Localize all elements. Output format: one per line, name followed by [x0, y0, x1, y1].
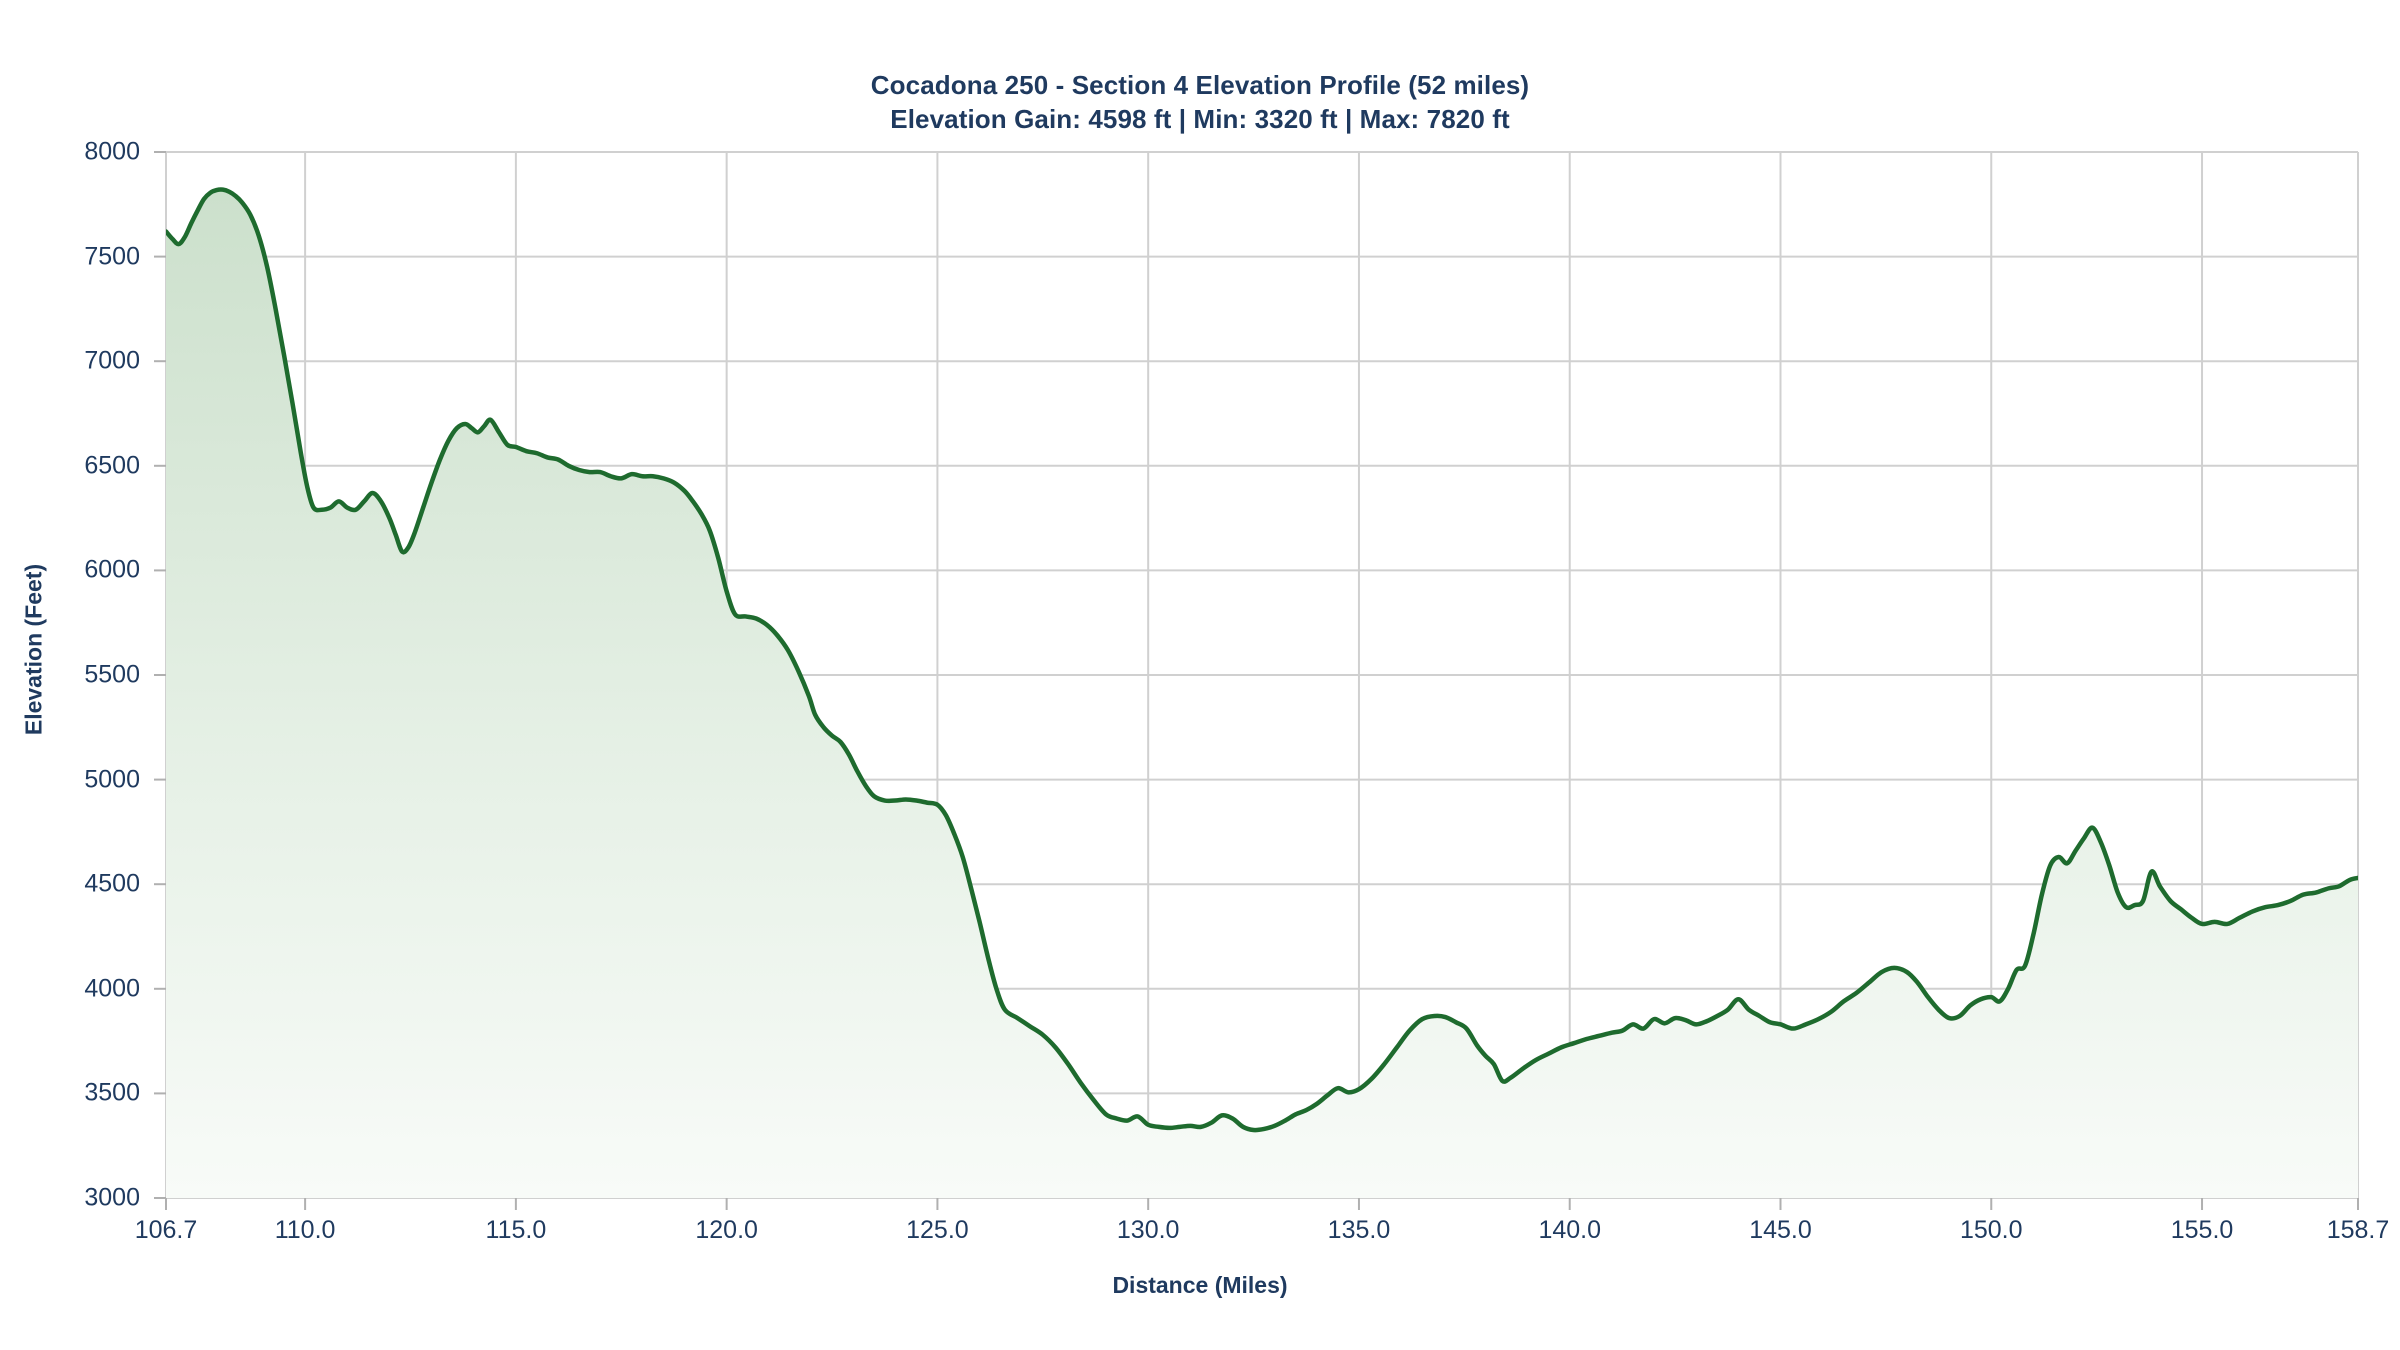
x-tick-label: 120.0: [695, 1216, 758, 1244]
x-tick-label: 135.0: [1327, 1216, 1391, 1244]
y-tick-label: 8000: [84, 137, 140, 166]
y-tick-label: 5500: [84, 660, 140, 689]
x-axis-tick-labels: 106.7 110.0 115.0 120.0 125.0 130.0 135.0 140.0…: [0, 1216, 2400, 1262]
y-tick-label: 7000: [84, 346, 140, 375]
x-tick-label: 158.7: [2326, 1216, 2390, 1244]
x-tick-label: 150.0: [1959, 1216, 2023, 1244]
x-tick-label: 110.0: [274, 1216, 336, 1244]
x-tick-label: 140.0: [1538, 1216, 1601, 1244]
elevation-line: [166, 187, 2358, 1133]
y-tick-label: 6500: [84, 451, 140, 480]
x-axis-title: Distance (Miles): [1112, 1272, 1288, 1298]
y-tick-label: 7500: [84, 242, 140, 271]
elevation-area-fill: [166, 189, 2358, 1198]
y-tick-label: 4500: [84, 869, 140, 898]
x-tick-label: 130.0: [1116, 1216, 1180, 1244]
x-tick-label: 115.0: [485, 1216, 547, 1244]
y-tick-label: 4000: [84, 974, 140, 1003]
y-tick-label: 6000: [84, 555, 140, 584]
x-tick-label: 145.0: [1749, 1216, 1812, 1244]
y-tick-label: 5000: [84, 765, 140, 794]
y-axis-tick-labels: 3000 3500 4000 4500 5000 5500 6000 6500 7000 7500…: [0, 0, 140, 1350]
y-axis-title: Elevation (Feet): [20, 563, 47, 736]
y-tick-label: 3500: [84, 1078, 140, 1107]
x-tick-label: 155.0: [2170, 1216, 2234, 1244]
axis-tick-marks: [154, 151, 2359, 1210]
y-tick-label: 3000: [84, 1183, 140, 1212]
x-tick-label: 125.0: [906, 1216, 969, 1244]
x-tick-label: 106.7: [134, 1216, 198, 1244]
